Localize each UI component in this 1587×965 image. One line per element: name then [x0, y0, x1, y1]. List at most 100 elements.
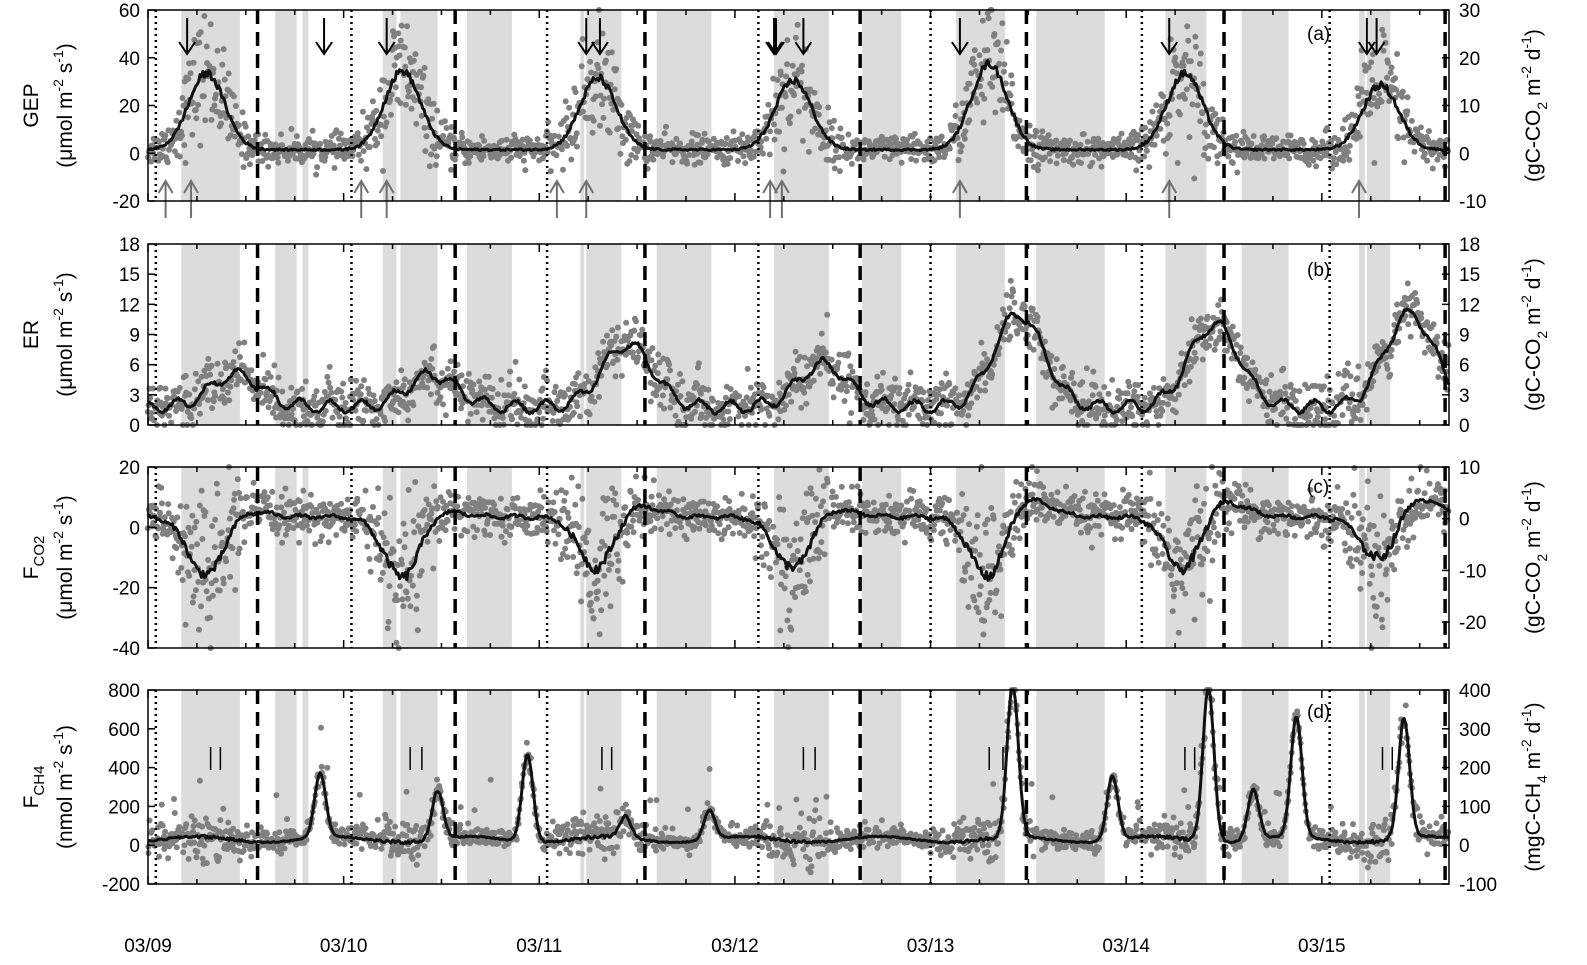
scatter-point: [428, 151, 435, 158]
scatter-point: [725, 408, 732, 415]
scatter-point: [1084, 138, 1091, 145]
scatter-point: [796, 567, 803, 574]
scatter-point: [804, 571, 811, 578]
scatter-point: [647, 398, 654, 405]
scatter-point: [337, 142, 343, 149]
scatter-point: [698, 390, 704, 397]
scatter-point: [1010, 288, 1017, 295]
scatter-point: [1197, 118, 1204, 125]
scatter-point: [615, 557, 622, 564]
scatter-point: [738, 490, 745, 497]
scatter-point: [371, 398, 378, 404]
scatter-point: [251, 137, 258, 144]
scatter-point: [377, 86, 383, 93]
scatter-point: [538, 504, 545, 511]
scatter-point: [623, 319, 630, 326]
scatter-point: [781, 585, 788, 592]
scatter-point: [507, 368, 514, 375]
scatter-point: [1060, 157, 1067, 164]
scatter-point: [622, 504, 629, 511]
scatter-point: [1151, 141, 1158, 148]
scatter-point: [1039, 128, 1046, 135]
scatter-point: [189, 599, 196, 606]
scatter-point: [1007, 333, 1014, 340]
scatter-point: [1196, 60, 1203, 67]
scatter-point: [240, 164, 247, 171]
scatter-point: [1079, 379, 1086, 386]
scatter-point: [506, 381, 513, 388]
scatter-point: [628, 523, 635, 530]
scatter-point: [1187, 58, 1194, 65]
scatter-point: [547, 168, 554, 175]
scatter-point: [774, 77, 781, 83]
scatter-point: [1404, 94, 1411, 101]
scatter-point: [1009, 80, 1016, 87]
scatter-point: [946, 381, 953, 388]
y-axis-title: GEP: [20, 83, 43, 127]
scatter-point: [465, 418, 471, 425]
scatter-point: [1165, 401, 1171, 408]
scatter-point: [568, 474, 575, 481]
scatter-point: [601, 572, 608, 579]
scatter-point: [604, 515, 611, 522]
shade-band: [656, 244, 712, 425]
y-right-tick-label: 18: [1459, 235, 1480, 256]
scatter-point: [197, 29, 204, 36]
scatter-point: [479, 133, 485, 139]
scatter-point: [373, 416, 380, 423]
y-right-axis-title-part: -1: [1518, 265, 1534, 278]
scatter-point: [219, 386, 226, 393]
scatter-point: [1399, 88, 1406, 95]
scatter-point: [522, 167, 529, 174]
scatter-point: [454, 503, 461, 510]
y-axis-unit-part: ): [54, 43, 77, 50]
scatter-point: [377, 576, 384, 583]
scatter-point: [678, 524, 685, 531]
y-axis-unit-part: (μmol m: [54, 91, 77, 167]
scatter-point: [191, 524, 198, 531]
scatter-point: [1199, 356, 1206, 363]
scatter-point: [313, 388, 320, 395]
scatter-point: [968, 400, 975, 407]
scatter-point: [776, 494, 783, 501]
scatter-point: [1175, 391, 1182, 398]
scatter-point: [1354, 407, 1361, 414]
scatter-point: [786, 542, 793, 549]
scatter-point: [1080, 131, 1087, 137]
scatter-point: [744, 139, 751, 146]
scatter-point: [775, 416, 782, 423]
scatter-point: [497, 495, 504, 502]
scatter-point: [783, 73, 790, 80]
scatter-point: [353, 528, 360, 535]
scatter-point: [618, 101, 625, 108]
scatter-point: [1320, 383, 1327, 390]
scatter-point: [1160, 376, 1167, 382]
scatter-point: [677, 140, 684, 147]
scatter-point: [1006, 305, 1013, 312]
scatter-point: [1149, 108, 1156, 115]
scatter-point: [244, 494, 250, 501]
scatter-point: [186, 572, 193, 579]
scatter-point: [187, 70, 194, 77]
scatter-point: [980, 119, 987, 126]
scatter-point: [405, 417, 412, 424]
scatter-point: [476, 142, 483, 149]
scatter-point: [564, 554, 571, 561]
scatter-point: [960, 407, 967, 414]
scatter-point: [864, 381, 871, 388]
scatter-point: [429, 115, 435, 122]
scatter-point: [722, 140, 729, 147]
scatter-point: [551, 509, 558, 515]
scatter-point: [196, 39, 203, 46]
scatter-point: [815, 111, 822, 118]
scatter-point: [587, 599, 594, 606]
scatter-point: [413, 606, 420, 613]
scatter-point: [555, 531, 562, 538]
scatter-point: [966, 117, 973, 124]
scatter-point: [421, 64, 428, 71]
scatter-point: [1205, 155, 1212, 162]
scatter-point: [722, 394, 729, 401]
scatter-point: [849, 368, 856, 375]
scatter-point: [588, 393, 595, 400]
panel-b-tag: (b): [1307, 260, 1330, 281]
